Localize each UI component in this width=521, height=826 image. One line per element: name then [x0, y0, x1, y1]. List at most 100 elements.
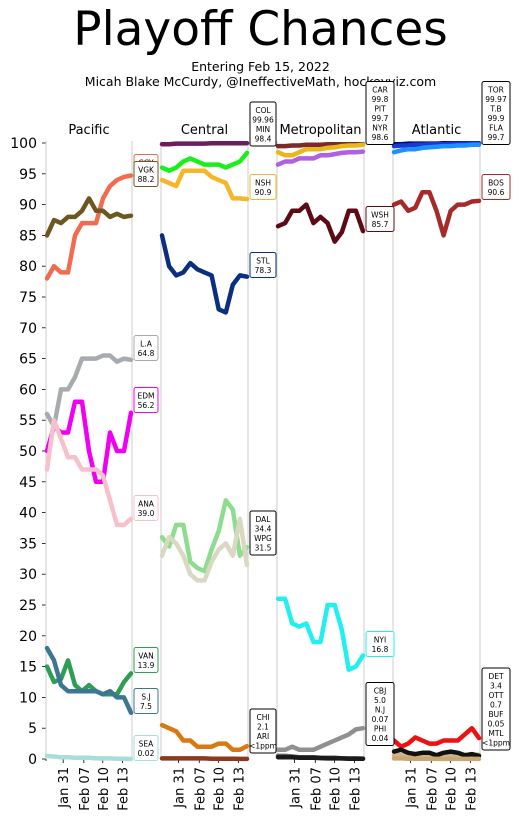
x-tick-label: Feb 13: [348, 767, 363, 811]
y-tick-label: 40: [19, 506, 37, 522]
label-box-frame: [249, 101, 277, 147]
x-tick-label: Feb 10: [212, 767, 227, 811]
label-box-text: STL: [256, 257, 270, 266]
x-tick-label: Feb 10: [97, 767, 112, 811]
y-tick-label: 95: [19, 167, 37, 183]
label-box-text: 0.05: [488, 720, 505, 729]
label-box-text: 2.1: [257, 723, 269, 732]
series-line-nyr: [275, 149, 366, 167]
y-tick-label: 5: [28, 721, 37, 737]
y-tick-label: 85: [19, 228, 37, 244]
label-box-text: TOR: [487, 86, 504, 95]
label-box-frame: [365, 206, 395, 232]
label-box-text: 7.5: [140, 702, 152, 711]
series-line-buf: [391, 747, 482, 759]
label-box-text: SEA: [139, 740, 154, 749]
label-box-frame: [249, 708, 277, 754]
label-box-text: DET: [488, 672, 504, 681]
label-box-frame: [249, 510, 277, 556]
x-tick-label: Feb 07: [78, 767, 93, 811]
label-box-text: OTT: [489, 691, 504, 700]
label-box-text: FLA: [489, 124, 504, 133]
label-box-text: CHI: [256, 713, 269, 722]
panel-metropolitan: Metropolitan Jan 31 Feb 07 Feb 10 Feb 13: [275, 123, 366, 811]
label-box-text: BUF: [489, 710, 504, 719]
label-box-text: 13.9: [138, 661, 155, 670]
panel-title: Central: [181, 123, 228, 138]
chart-subtitle: Entering Feb 15, 2022: [191, 59, 330, 74]
label-box-frame: [365, 631, 395, 657]
panel-central: Central Jan 31 Feb 07 Feb 10 Feb 13: [159, 123, 250, 811]
x-tick-label: Feb 10: [444, 767, 459, 811]
y-tick-label: 15: [19, 660, 37, 676]
series-line-la: [44, 353, 134, 429]
label-box-text: PHI: [374, 725, 386, 734]
label-box-text: 3.4: [490, 682, 502, 691]
label-box-text: 99.97: [485, 95, 507, 104]
y-tick-label: 75: [19, 290, 37, 306]
label-box-frame: [133, 495, 159, 521]
label-box-text: <1ppm: [482, 739, 510, 748]
series-line-nyi: [275, 596, 366, 672]
label-box-text: 0.02: [138, 749, 155, 758]
label-box-text: EDM: [138, 392, 155, 401]
y-tick-label: 30: [19, 567, 37, 583]
label-box-text: 85.7: [372, 220, 389, 229]
label-box-text: VAN: [138, 652, 153, 661]
label-box-text: T.B: [489, 105, 501, 114]
label-box-text: 31.5: [255, 544, 272, 553]
x-tick-label: Jan 31: [57, 767, 72, 809]
series-line-phi: [275, 754, 366, 762]
x-tick-label: Jan 31: [288, 767, 303, 809]
series-line-col: [159, 140, 250, 147]
label-box-text: 88.2: [138, 175, 155, 184]
label-box-frame: [481, 174, 511, 200]
label-box-text: NYR: [372, 124, 387, 133]
series-line-nsh: [159, 168, 250, 202]
label-box-text: <1ppm: [249, 742, 277, 751]
label-box-text: BOS: [488, 179, 504, 188]
panel-atlantic: Atlantic Jan 31 Feb 07 Feb 10 Feb 13: [391, 123, 482, 811]
series-line-cbj: [275, 725, 366, 753]
label-box-frame: [365, 81, 395, 145]
y-tick-label: 70: [19, 321, 37, 337]
panel-title: Atlantic: [412, 123, 461, 138]
y-tick-label: 35: [19, 536, 37, 552]
x-tick-label: Jan 31: [404, 767, 419, 809]
y-tick-label: 0: [28, 752, 37, 768]
series-line-wpg: [159, 516, 250, 583]
chart-title: Playoff Chances: [73, 2, 448, 57]
label-box-frame: [133, 161, 159, 187]
label-box-text: 99.7: [372, 114, 389, 123]
label-box-frame: [133, 387, 159, 413]
label-box-text: NYI: [374, 636, 386, 645]
label-box-text: ARI: [257, 732, 270, 741]
label-box-text: 0.07: [372, 715, 389, 724]
series-line-det: [391, 725, 482, 749]
label-box-text: 99.9: [488, 114, 505, 123]
series-line-stl: [159, 233, 250, 315]
label-box-text: PIT: [374, 105, 386, 114]
label-box-frame: [133, 647, 159, 673]
label-box-text: MIN: [256, 125, 270, 134]
label-box-frame: [365, 682, 395, 746]
label-box-frame: [249, 252, 277, 278]
y-tick-label: 90: [19, 198, 37, 214]
y-tick-label: 50: [19, 444, 37, 460]
series-line-wsh: [275, 202, 366, 244]
team-label-box: L.A64.8: [133, 335, 159, 361]
panel-title: Pacific: [68, 123, 109, 138]
series-line-sj: [44, 645, 134, 716]
series-line-sea: [44, 753, 134, 762]
